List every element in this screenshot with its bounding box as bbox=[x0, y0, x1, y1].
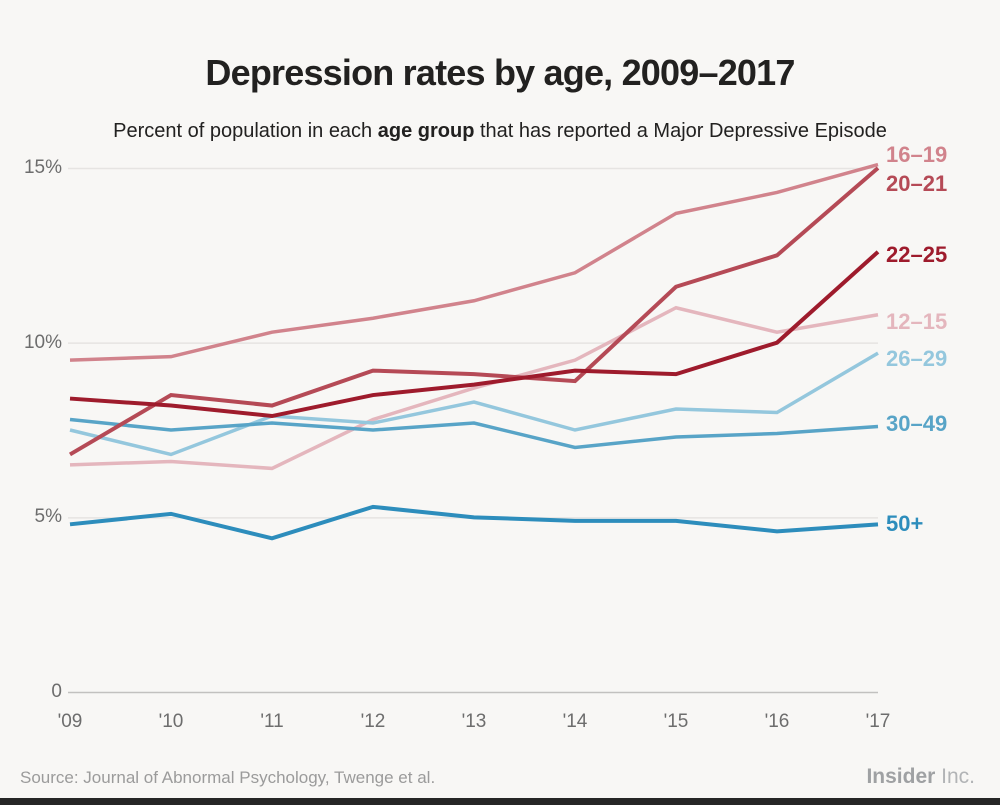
subtitle-prefix: Percent of population in each bbox=[113, 120, 378, 142]
series-line-16-19 bbox=[69, 162, 879, 362]
x-tick-label-10: '10 bbox=[158, 711, 184, 732]
legend-label-30-49: 30–49 bbox=[886, 411, 948, 436]
source-text: Source: Journal of Abnormal Psychology, … bbox=[20, 768, 436, 787]
x-tick-label-13: '13 bbox=[461, 711, 487, 732]
series-line-20-21 bbox=[68, 166, 880, 457]
chart-title: Depression rates by age, 2009–2017 bbox=[205, 52, 795, 94]
series-line-50+ bbox=[69, 504, 879, 541]
series-line-22-25 bbox=[69, 250, 880, 419]
brand-logo: Insider Inc. bbox=[866, 765, 975, 789]
series-line-26-29 bbox=[69, 351, 879, 457]
y-tick-label-15: 15% bbox=[23, 157, 62, 178]
brand-bold: Insider bbox=[866, 765, 936, 788]
x-tick-label-15: '15 bbox=[663, 711, 689, 732]
legend-label-26-29: 26–29 bbox=[886, 346, 948, 371]
legend-label-50+: 50+ bbox=[886, 511, 924, 536]
y-tick-label-0: 0 bbox=[51, 681, 62, 702]
x-tick-label-09: '09 bbox=[57, 711, 83, 732]
y-tick-label-5: 5% bbox=[34, 506, 62, 528]
chart-subtitle: Percent of population in each age group … bbox=[0, 120, 1000, 143]
legend-label-16-19: 16–19 bbox=[886, 142, 948, 167]
subtitle-bold-term: age group bbox=[377, 120, 475, 142]
bottom-border bbox=[0, 798, 1000, 805]
y-tick-label-10: 10% bbox=[23, 331, 62, 353]
x-tick-label-17: '17 bbox=[865, 711, 891, 732]
x-tick-label-16: '16 bbox=[764, 711, 790, 732]
brand-light: Inc. bbox=[935, 765, 975, 788]
legend-label-12-15: 12–15 bbox=[886, 309, 948, 334]
series-line-12-15 bbox=[69, 305, 879, 471]
legend-label-20-21: 20–21 bbox=[886, 171, 948, 196]
series-line-30-49 bbox=[69, 417, 879, 450]
x-tick-label-11: '11 bbox=[260, 711, 284, 732]
subtitle-suffix: that has reported a Major Depressive Epi… bbox=[474, 120, 887, 142]
x-tick-label-12: '12 bbox=[360, 711, 386, 732]
x-tick-label-14: '14 bbox=[562, 711, 588, 732]
legend-label-22-25: 22–25 bbox=[886, 242, 948, 267]
